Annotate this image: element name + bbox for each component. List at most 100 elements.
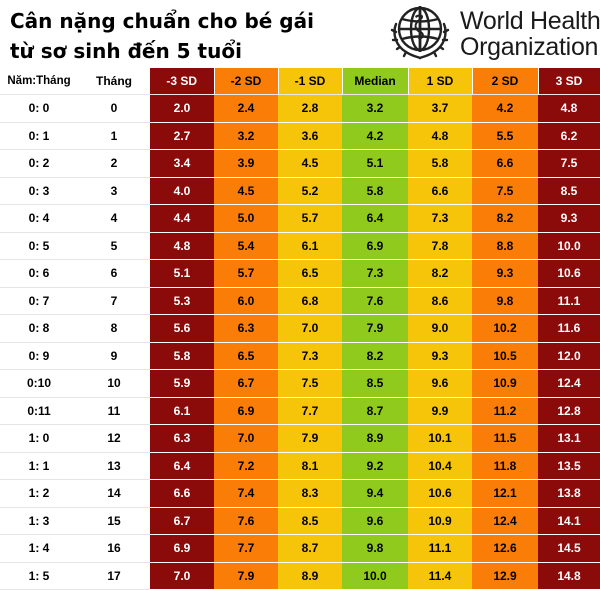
cell-month: 15 bbox=[78, 507, 150, 535]
header-plus3sd: 3 SD bbox=[538, 68, 600, 95]
cell-month: 1 bbox=[78, 122, 150, 150]
header-median: Median bbox=[342, 68, 409, 95]
page-header: Cân nặng chuẩn cho bé gái từ sơ sinh đến… bbox=[0, 0, 600, 70]
cell-minus2sd: 7.7 bbox=[214, 534, 278, 563]
cell-plus3sd: 13.5 bbox=[538, 452, 600, 480]
cell-plus3sd: 10.0 bbox=[538, 232, 600, 260]
cell-minus3sd: 7.0 bbox=[150, 562, 214, 590]
cell-minus1sd: 5.7 bbox=[278, 204, 342, 233]
header-year-month: Năm:Tháng bbox=[0, 68, 78, 95]
cell-year-month: 0: 9 bbox=[0, 342, 78, 370]
cell-minus2sd: 3.9 bbox=[214, 149, 278, 178]
cell-plus2sd: 9.3 bbox=[472, 259, 538, 288]
cell-month: 3 bbox=[78, 177, 150, 205]
table-row: 0:10 10 5.9 6.7 7.5 8.5 9.6 10.9 12.4 bbox=[0, 369, 600, 398]
cell-plus3sd: 4.8 bbox=[538, 94, 600, 123]
table-row: 0: 8 8 5.6 6.3 7.0 7.9 9.0 10.2 11.6 bbox=[0, 314, 600, 343]
cell-minus1sd: 7.3 bbox=[278, 342, 342, 370]
table-row: 0: 4 4 4.4 5.0 5.7 6.4 7.3 8.2 9.3 bbox=[0, 204, 600, 233]
cell-minus1sd: 8.1 bbox=[278, 452, 342, 480]
cell-year-month: 0:10 bbox=[0, 369, 78, 398]
cell-median: 7.6 bbox=[342, 287, 408, 315]
cell-plus1sd: 7.8 bbox=[408, 232, 472, 260]
cell-minus3sd: 6.3 bbox=[150, 424, 214, 453]
cell-year-month: 0: 3 bbox=[0, 177, 78, 205]
table-row: 0: 2 2 3.4 3.9 4.5 5.1 5.8 6.6 7.5 bbox=[0, 149, 600, 178]
cell-plus3sd: 11.6 bbox=[538, 314, 600, 343]
cell-minus2sd: 7.0 bbox=[214, 424, 278, 453]
cell-minus3sd: 5.1 bbox=[150, 259, 214, 288]
cell-minus1sd: 7.9 bbox=[278, 424, 342, 453]
cell-plus3sd: 9.3 bbox=[538, 204, 600, 233]
cell-month: 9 bbox=[78, 342, 150, 370]
cell-minus1sd: 6.5 bbox=[278, 259, 342, 288]
cell-year-month: 0:11 bbox=[0, 397, 78, 425]
weight-table: Năm:Tháng Tháng -3 SD -2 SD -1 SD Median… bbox=[0, 68, 600, 590]
cell-plus2sd: 12.4 bbox=[472, 507, 538, 535]
cell-plus3sd: 13.1 bbox=[538, 424, 600, 453]
cell-minus2sd: 7.9 bbox=[214, 562, 278, 590]
cell-median: 9.8 bbox=[342, 534, 408, 563]
cell-minus3sd: 5.9 bbox=[150, 369, 214, 398]
cell-month: 17 bbox=[78, 562, 150, 590]
cell-plus1sd: 9.3 bbox=[408, 342, 472, 370]
cell-minus1sd: 5.2 bbox=[278, 177, 342, 205]
cell-median: 6.4 bbox=[342, 204, 408, 233]
cell-year-month: 1: 5 bbox=[0, 562, 78, 590]
cell-plus2sd: 11.5 bbox=[472, 424, 538, 453]
cell-plus1sd: 11.1 bbox=[408, 534, 472, 563]
cell-minus3sd: 2.0 bbox=[150, 94, 214, 123]
cell-minus1sd: 6.1 bbox=[278, 232, 342, 260]
title-line-2: từ sơ sinh đến 5 tuổi bbox=[10, 39, 242, 63]
table-row: 1: 3 15 6.7 7.6 8.5 9.6 10.9 12.4 14.1 bbox=[0, 507, 600, 535]
cell-year-month: 1: 4 bbox=[0, 534, 78, 563]
cell-year-month: 1: 0 bbox=[0, 424, 78, 453]
table-row: 1: 0 12 6.3 7.0 7.9 8.9 10.1 11.5 13.1 bbox=[0, 424, 600, 453]
cell-minus1sd: 3.6 bbox=[278, 122, 342, 150]
cell-month: 13 bbox=[78, 452, 150, 480]
cell-median: 9.2 bbox=[342, 452, 408, 480]
cell-minus3sd: 6.4 bbox=[150, 452, 214, 480]
table-row: 0: 6 6 5.1 5.7 6.5 7.3 8.2 9.3 10.6 bbox=[0, 259, 600, 288]
cell-minus2sd: 6.5 bbox=[214, 342, 278, 370]
table-row: 0: 1 1 2.7 3.2 3.6 4.2 4.8 5.5 6.2 bbox=[0, 122, 600, 150]
cell-plus1sd: 4.8 bbox=[408, 122, 472, 150]
cell-plus1sd: 7.3 bbox=[408, 204, 472, 233]
cell-year-month: 1: 1 bbox=[0, 452, 78, 480]
cell-plus1sd: 10.1 bbox=[408, 424, 472, 453]
cell-minus2sd: 3.2 bbox=[214, 122, 278, 150]
who-line-1: World Health bbox=[460, 7, 600, 35]
cell-plus1sd: 6.6 bbox=[408, 177, 472, 205]
cell-plus3sd: 14.1 bbox=[538, 507, 600, 535]
cell-plus1sd: 10.4 bbox=[408, 452, 472, 480]
cell-minus2sd: 2.4 bbox=[214, 94, 278, 123]
cell-plus2sd: 6.6 bbox=[472, 149, 538, 178]
cell-median: 4.2 bbox=[342, 122, 408, 150]
cell-minus3sd: 4.8 bbox=[150, 232, 214, 260]
cell-minus1sd: 7.0 bbox=[278, 314, 342, 343]
table-body: 0: 0 0 2.0 2.4 2.8 3.2 3.7 4.2 4.8 0: 1 1 2.7 3.2 3.6… bbox=[0, 94, 600, 590]
cell-plus1sd: 9.0 bbox=[408, 314, 472, 343]
cell-minus3sd: 5.6 bbox=[150, 314, 214, 343]
cell-year-month: 0: 5 bbox=[0, 232, 78, 260]
cell-year-month: 0: 1 bbox=[0, 122, 78, 150]
cell-minus2sd: 7.2 bbox=[214, 452, 278, 480]
cell-minus3sd: 6.6 bbox=[150, 479, 214, 508]
cell-plus2sd: 4.2 bbox=[472, 94, 538, 123]
cell-minus3sd: 6.7 bbox=[150, 507, 214, 535]
cell-month: 14 bbox=[78, 479, 150, 508]
cell-median: 9.6 bbox=[342, 507, 408, 535]
cell-minus2sd: 5.4 bbox=[214, 232, 278, 260]
header-month: Tháng bbox=[78, 68, 150, 95]
cell-plus1sd: 8.6 bbox=[408, 287, 472, 315]
cell-plus2sd: 10.9 bbox=[472, 369, 538, 398]
cell-plus3sd: 12.8 bbox=[538, 397, 600, 425]
cell-median: 10.0 bbox=[342, 562, 408, 590]
cell-plus2sd: 8.8 bbox=[472, 232, 538, 260]
cell-minus1sd: 8.7 bbox=[278, 534, 342, 563]
cell-plus3sd: 6.2 bbox=[538, 122, 600, 150]
cell-plus3sd: 14.5 bbox=[538, 534, 600, 563]
table-row: 0: 7 7 5.3 6.0 6.8 7.6 8.6 9.8 11.1 bbox=[0, 287, 600, 315]
table-row: 0:11 11 6.1 6.9 7.7 8.7 9.9 11.2 12.8 bbox=[0, 397, 600, 425]
cell-minus3sd: 6.1 bbox=[150, 397, 214, 425]
